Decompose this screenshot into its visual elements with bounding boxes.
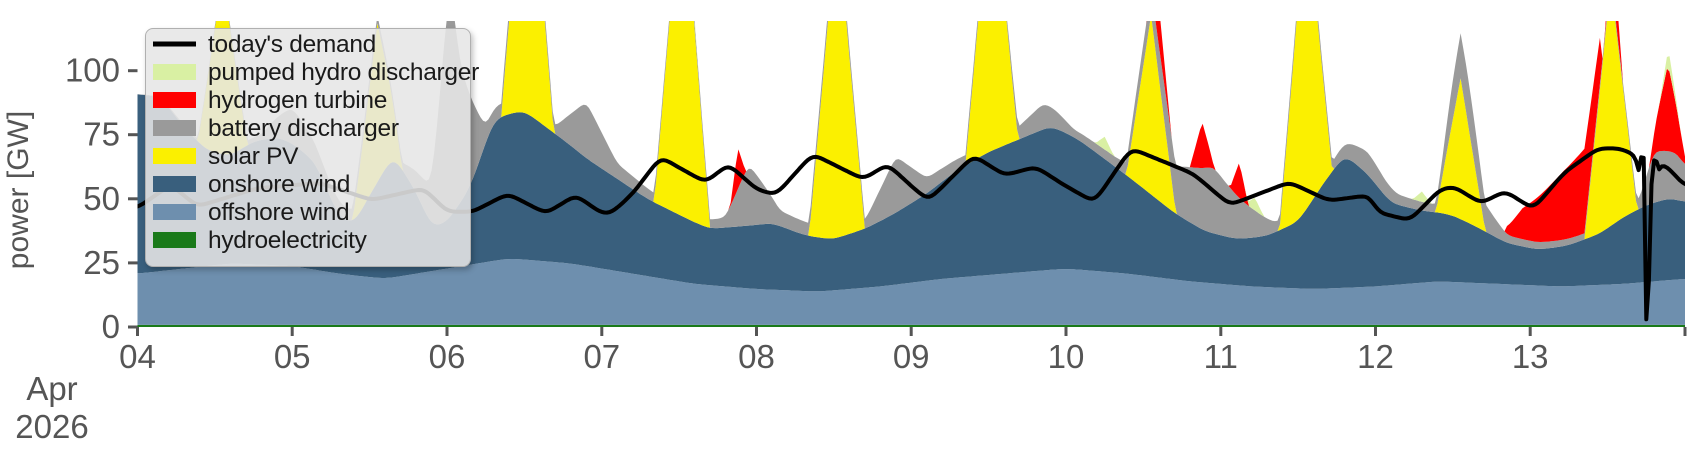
svg-text:pumped hydro discharger: pumped hydro discharger xyxy=(208,59,479,86)
svg-text:today's demand: today's demand xyxy=(208,31,376,58)
svg-text:hydrogen turbine: hydrogen turbine xyxy=(208,87,387,114)
svg-text:offshore wind: offshore wind xyxy=(208,199,349,226)
svg-text:onshore wind: onshore wind xyxy=(208,171,350,198)
svg-text:hydroelectricity: hydroelectricity xyxy=(208,227,368,254)
svg-text:battery discharger: battery discharger xyxy=(208,115,399,142)
svg-text:solar PV: solar PV xyxy=(208,143,299,170)
